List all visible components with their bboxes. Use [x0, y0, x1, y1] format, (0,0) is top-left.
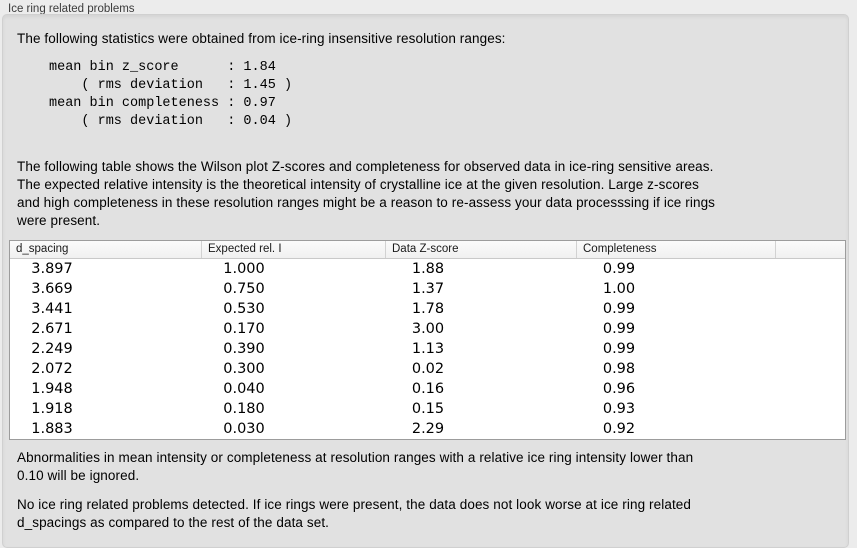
conclusion-text: No ice ring related problems detected. I…	[17, 497, 692, 530]
table-body: 3.897 1.000 1.88 0.99 3.669 0.750 1.37 1.00 3.44…	[10, 259, 845, 439]
stats-intro-text: The following statistics were obtained f…	[17, 31, 506, 46]
cell-d-spacing: 2.249	[31, 341, 73, 357]
cell-empty	[776, 279, 845, 299]
mean-bin-stats-block: mean bin z_score : 1.84 ( rms deviation …	[49, 60, 293, 129]
column-header-completeness[interactable]: Completeness	[577, 241, 776, 258]
cell-data-z-score: 1.13	[411, 341, 445, 357]
cell-completeness: 1.00	[602, 281, 636, 297]
cell-d-spacing: 1.918	[31, 401, 73, 417]
ice-ring-group-box: The following statistics were obtained f…	[2, 14, 849, 548]
cell-expected-rel-i: 0.180	[223, 401, 265, 417]
cell-completeness: 0.96	[602, 381, 636, 397]
cell-expected-rel-i: 0.030	[223, 421, 265, 437]
column-header-d-spacing[interactable]: d_spacing	[10, 241, 202, 258]
cell-empty	[776, 259, 845, 279]
cell-data-z-score: 2.29	[411, 421, 445, 437]
group-box-title: Ice ring related problems	[8, 3, 135, 15]
cell-d-spacing: 1.948	[31, 381, 73, 397]
table-description-text: The following table shows the Wilson plo…	[17, 159, 716, 228]
cell-empty	[776, 419, 845, 439]
ignore-threshold-note: Abnormalities in mean intensity or compl…	[17, 450, 694, 483]
cell-completeness: 0.99	[602, 321, 636, 337]
cell-expected-rel-i: 0.390	[223, 341, 265, 357]
cell-expected-rel-i: 0.300	[223, 361, 265, 377]
cell-expected-rel-i: 0.530	[223, 301, 265, 317]
cell-completeness: 0.99	[602, 261, 636, 277]
table-row[interactable]: 1.948 0.040 0.16 0.96	[10, 379, 845, 399]
cell-empty	[776, 359, 845, 379]
cell-data-z-score: 0.02	[411, 361, 445, 377]
cell-data-z-score: 0.16	[411, 381, 445, 397]
cell-empty	[776, 399, 845, 419]
cell-data-z-score: 3.00	[411, 321, 445, 337]
cell-expected-rel-i: 0.170	[223, 321, 265, 337]
table-header-row: d_spacing Expected rel. I Data Z-score C…	[10, 241, 845, 259]
cell-expected-rel-i: 0.040	[223, 381, 265, 397]
cell-data-z-score: 1.78	[411, 301, 445, 317]
table-row[interactable]: 1.918 0.180 0.15 0.93	[10, 399, 845, 419]
cell-d-spacing: 2.671	[31, 321, 73, 337]
cell-data-z-score: 1.37	[411, 281, 445, 297]
table-row[interactable]: 1.883 0.030 2.29 0.92	[10, 419, 845, 439]
table-row[interactable]: 2.671 0.170 3.00 0.99	[10, 319, 845, 339]
cell-empty	[776, 319, 845, 339]
table-row[interactable]: 2.072 0.300 0.02 0.98	[10, 359, 845, 379]
cell-empty	[776, 379, 845, 399]
cell-data-z-score: 1.88	[411, 261, 445, 277]
column-header-expected-rel-i[interactable]: Expected rel. I	[202, 241, 386, 258]
ice-ring-table: d_spacing Expected rel. I Data Z-score C…	[9, 240, 846, 440]
cell-d-spacing: 3.669	[31, 281, 73, 297]
cell-data-z-score: 0.15	[411, 401, 445, 417]
cell-expected-rel-i: 0.750	[223, 281, 265, 297]
cell-d-spacing: 3.897	[31, 261, 73, 277]
table-row[interactable]: 3.669 0.750 1.37 1.00	[10, 279, 845, 299]
column-header-empty[interactable]	[776, 241, 845, 258]
table-row[interactable]: 3.441 0.530 1.78 0.99	[10, 299, 845, 319]
cell-completeness: 0.99	[602, 341, 636, 357]
cell-completeness: 0.93	[602, 401, 636, 417]
table-row[interactable]: 2.249 0.390 1.13 0.99	[10, 339, 845, 359]
cell-completeness: 0.99	[602, 301, 636, 317]
column-header-data-z-score[interactable]: Data Z-score	[386, 241, 577, 258]
cell-d-spacing: 3.441	[31, 301, 73, 317]
cell-d-spacing: 2.072	[31, 361, 73, 377]
cell-expected-rel-i: 1.000	[223, 261, 265, 277]
cell-empty	[776, 299, 845, 319]
cell-completeness: 0.98	[602, 361, 636, 377]
cell-empty	[776, 339, 845, 359]
cell-completeness: 0.92	[602, 421, 636, 437]
table-row[interactable]: 3.897 1.000 1.88 0.99	[10, 259, 845, 279]
cell-d-spacing: 1.883	[31, 421, 73, 437]
